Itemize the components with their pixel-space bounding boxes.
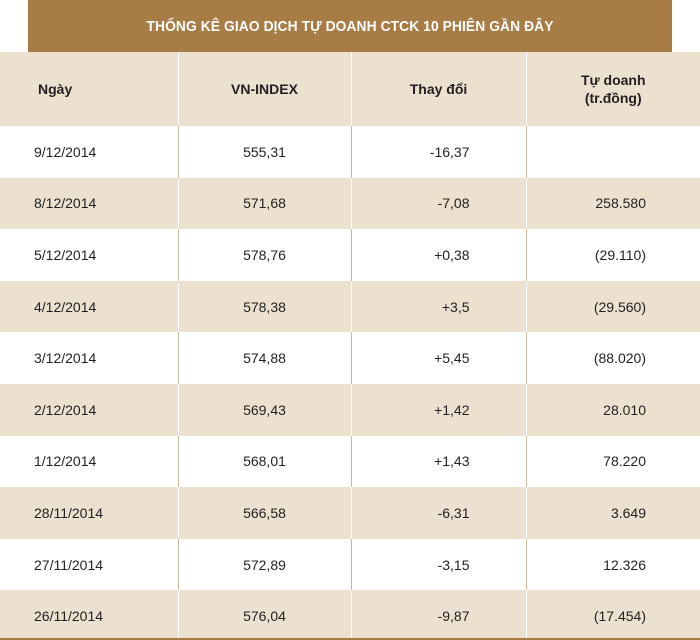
- table-row: 27/11/2014 572,89 -3,15 12.326: [0, 538, 700, 591]
- cell-vnindex: 569,43: [178, 383, 352, 436]
- cell-change: +0,38: [351, 229, 527, 281]
- cell-date: 5/12/2014: [0, 229, 179, 281]
- cell-change: +5,45: [351, 332, 527, 384]
- table-row: 5/12/2014 578,76 +0,38 (29.110): [0, 229, 700, 281]
- cell-vnindex: 566,58: [178, 487, 352, 539]
- cell-vnindex: 578,76: [178, 229, 352, 281]
- table-row: 9/12/2014 555,31 -16,37: [0, 126, 700, 178]
- cell-change: +1,42: [351, 383, 527, 436]
- cell-proprietary: 3.649: [610, 504, 646, 521]
- cell-vnindex: 571,68: [178, 177, 352, 230]
- cell-proprietary: 78.220: [603, 453, 646, 470]
- header-proprietary-line1: Tự doanh: [580, 72, 646, 88]
- cell-change: -16,37: [351, 126, 527, 178]
- cell-change: -9,87: [351, 590, 527, 640]
- header-date: Ngày: [0, 52, 179, 126]
- table-row: 8/12/2014 571,68 -7,08 258.580: [0, 177, 700, 230]
- table-row: 2/12/2014 569,43 +1,42 28.010: [0, 383, 700, 436]
- table-row: 28/11/2014 566,58 -6,31 3.649: [0, 487, 700, 539]
- cell-proprietary: (88.020): [593, 350, 646, 367]
- cell-vnindex: 574,88: [178, 332, 352, 384]
- cell-change: -7,08: [351, 177, 527, 230]
- cell-change: -3,15: [351, 538, 527, 591]
- cell-vnindex: 568,01: [178, 435, 352, 488]
- cell-date: 27/11/2014: [0, 538, 179, 591]
- table-row: 3/12/2014 574,88 +5,45 (88.020): [0, 332, 700, 384]
- cell-proprietary: [526, 126, 700, 178]
- cell-date: 26/11/2014: [0, 590, 179, 640]
- cell-vnindex: 555,31: [178, 126, 352, 178]
- cell-change: -6,31: [351, 487, 527, 539]
- cell-proprietary: (29.110): [594, 246, 646, 263]
- cell-date: 8/12/2014: [0, 177, 179, 230]
- table-title: THỐNG KÊ GIAO DỊCH TỰ DOANH CTCK 10 PHIÊ…: [28, 0, 672, 52]
- cell-date: 3/12/2014: [0, 332, 179, 384]
- cell-change: +3,5: [351, 280, 527, 333]
- cell-proprietary: 28.010: [603, 401, 646, 418]
- bottom-rule: [0, 638, 700, 640]
- table-row: 26/11/2014 576,04 -9,87 (17.454): [0, 590, 700, 640]
- header-proprietary: Tự doanh (tr.đồng): [526, 52, 700, 126]
- header-change: Thay đổi: [351, 52, 527, 126]
- cell-date: 28/11/2014: [0, 487, 179, 539]
- header-vnindex: VN-INDEX: [178, 52, 352, 126]
- cell-proprietary: (17.454): [593, 608, 646, 625]
- cell-date: 9/12/2014: [0, 126, 179, 178]
- cell-vnindex: 572,89: [178, 538, 352, 591]
- table-header-row: Ngày VN-INDEX Thay đổi Tự doanh (tr.đồng): [0, 52, 700, 126]
- cell-vnindex: 578,38: [178, 280, 352, 333]
- cell-proprietary: 12.326: [603, 556, 646, 573]
- trading-stats-table: Ngày VN-INDEX Thay đổi Tự doanh (tr.đồng)…: [0, 52, 700, 640]
- cell-change: +1,43: [351, 435, 527, 488]
- cell-proprietary: 258.580: [595, 195, 646, 212]
- cell-vnindex: 576,04: [178, 590, 352, 640]
- table-row: 1/12/2014 568,01 +1,43 78.220: [0, 435, 700, 488]
- cell-date: 4/12/2014: [0, 280, 179, 333]
- table-row: 4/12/2014 578,38 +3,5 (29.560): [0, 280, 700, 333]
- cell-date: 1/12/2014: [0, 435, 179, 488]
- cell-date: 2/12/2014: [0, 383, 179, 436]
- header-proprietary-line2: (tr.đồng): [584, 90, 642, 106]
- cell-proprietary: (29.560): [593, 298, 646, 315]
